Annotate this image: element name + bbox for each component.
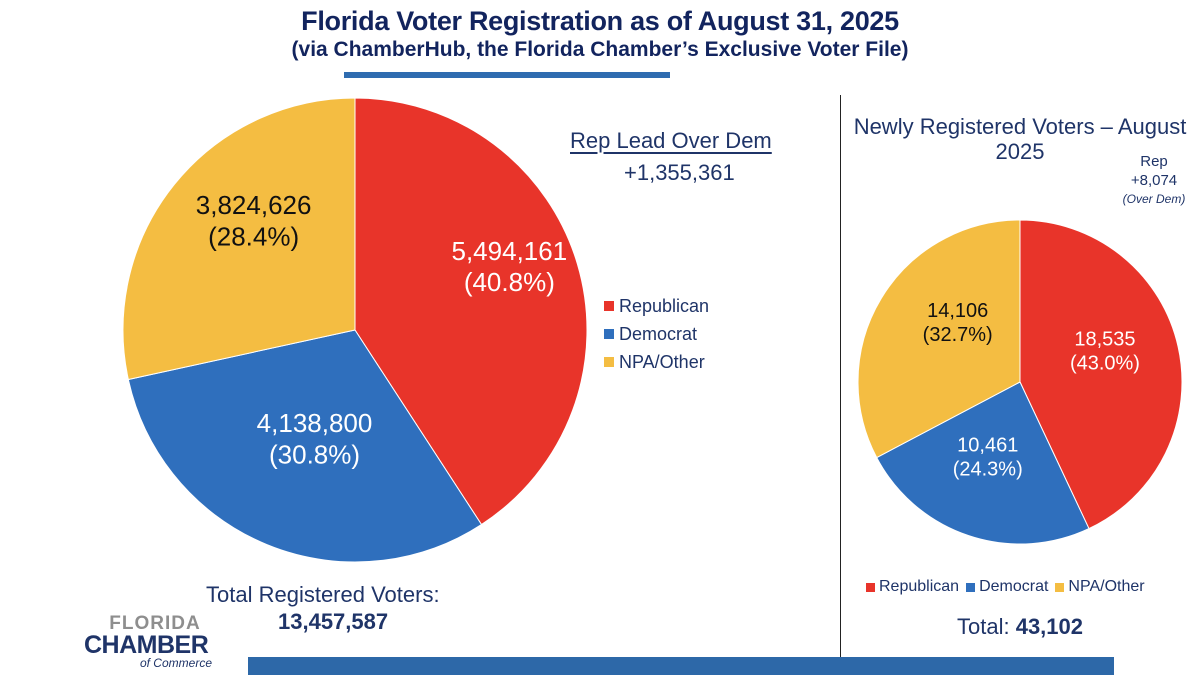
section-divider <box>840 95 841 675</box>
legend-label: Republican <box>879 578 960 595</box>
total-registered-label: Total Registered Voters: <box>206 582 440 607</box>
page-title: Florida Voter Registration as of August … <box>301 6 899 36</box>
pie-slice-republican <box>1019 219 1183 530</box>
logo-line-florida: FLORIDA <box>109 613 201 634</box>
rep-lead-label: Rep Lead Over Dem <box>570 128 772 153</box>
footer-bar <box>248 657 1114 675</box>
new-rep-lead-label: Rep <box>1140 153 1168 170</box>
legend-label: Democrat <box>979 578 1049 595</box>
pie-chart-new-registration: 18,535(43.0%) 10,461(24.3%) 14,106(32.7%) <box>857 219 1183 545</box>
new-rep-lead-note: (Over Dem) <box>1122 192 1186 206</box>
legend-swatch-npa-other <box>604 357 614 367</box>
data-label-value-republican: 5,494,161 <box>452 236 568 266</box>
legend-item-democrat: Democrat <box>604 320 709 348</box>
new-total-label: Total: <box>957 614 1016 639</box>
legend-main: Republican Democrat NPA/Other <box>604 292 709 376</box>
legend-item-democrat: Democrat <box>966 578 1048 596</box>
data-label-value-democrat: 4,138,800 <box>257 408 373 438</box>
pie-slice-npa-other <box>122 97 356 381</box>
data-label-percent-npa-other: (28.4%) <box>208 221 299 251</box>
data-label-percent-democrat: (30.8%) <box>269 439 360 469</box>
legend-swatch-republican <box>604 301 614 311</box>
data-label-percent-republican: (43.0%) <box>1070 353 1140 375</box>
pie-chart-total-registration: 5,494,161(40.8%) 4,138,800(30.8%) 3,824,62… <box>122 97 588 563</box>
legend-swatch-democrat <box>966 582 976 592</box>
new-total-value: 43,102 <box>1015 614 1083 639</box>
page-subtitle: (via ChamberHub, the Florida Chamber’s E… <box>291 38 909 61</box>
legend-new: Republican Democrat NPA/Other <box>866 578 1152 596</box>
legend-swatch-democrat <box>604 329 614 339</box>
pie-slice-republican <box>354 97 588 526</box>
data-label-value-npa-other: 3,824,626 <box>196 190 312 220</box>
data-label-percent-npa-other: (32.7%) <box>923 324 993 346</box>
total-registered-value: 13,457,587 <box>278 609 389 634</box>
legend-swatch-npa-other <box>1055 582 1065 592</box>
legend-label: NPA/Other <box>1068 578 1145 595</box>
pie-slice-democrat <box>876 381 1090 545</box>
new-voters-title: Newly Registered Voters – August 2025 <box>853 114 1187 164</box>
logo-line-commerce: of Commerce <box>139 656 212 670</box>
data-label-value-democrat: 10,461 <box>957 434 1018 456</box>
pie-slice-npa-other <box>857 219 1021 459</box>
legend-label: Democrat <box>619 323 698 344</box>
data-label-percent-republican: (40.8%) <box>464 267 555 297</box>
florida-chamber-logo: FLORIDA CHAMBER of Commerce <box>84 614 216 670</box>
new-rep-lead-value: +8,074 <box>1130 172 1178 189</box>
legend-item-npa-other: NPA/Other <box>604 348 709 376</box>
legend-label: Republican <box>619 295 710 316</box>
legend-item-republican: Republican <box>866 578 959 596</box>
new-total: Total: 43,102 <box>850 614 1190 640</box>
legend-label: NPA/Other <box>619 351 705 372</box>
legend-item-npa-other: NPA/Other <box>1055 578 1145 596</box>
logo-line-chamber: CHAMBER <box>84 631 209 659</box>
data-label-value-npa-other: 14,106 <box>927 300 988 322</box>
legend-swatch-republican <box>866 582 875 592</box>
legend-item-republican: Republican <box>604 292 709 320</box>
data-label-value-republican: 18,535 <box>1074 329 1135 351</box>
title-underline <box>344 72 670 78</box>
rep-lead-value: +1,355,361 <box>624 160 735 185</box>
data-label-percent-democrat: (24.3%) <box>953 458 1023 480</box>
new-rep-lead: Rep +8,074 (Over Dem) <box>1108 152 1200 209</box>
pie-slice-democrat <box>127 329 483 563</box>
